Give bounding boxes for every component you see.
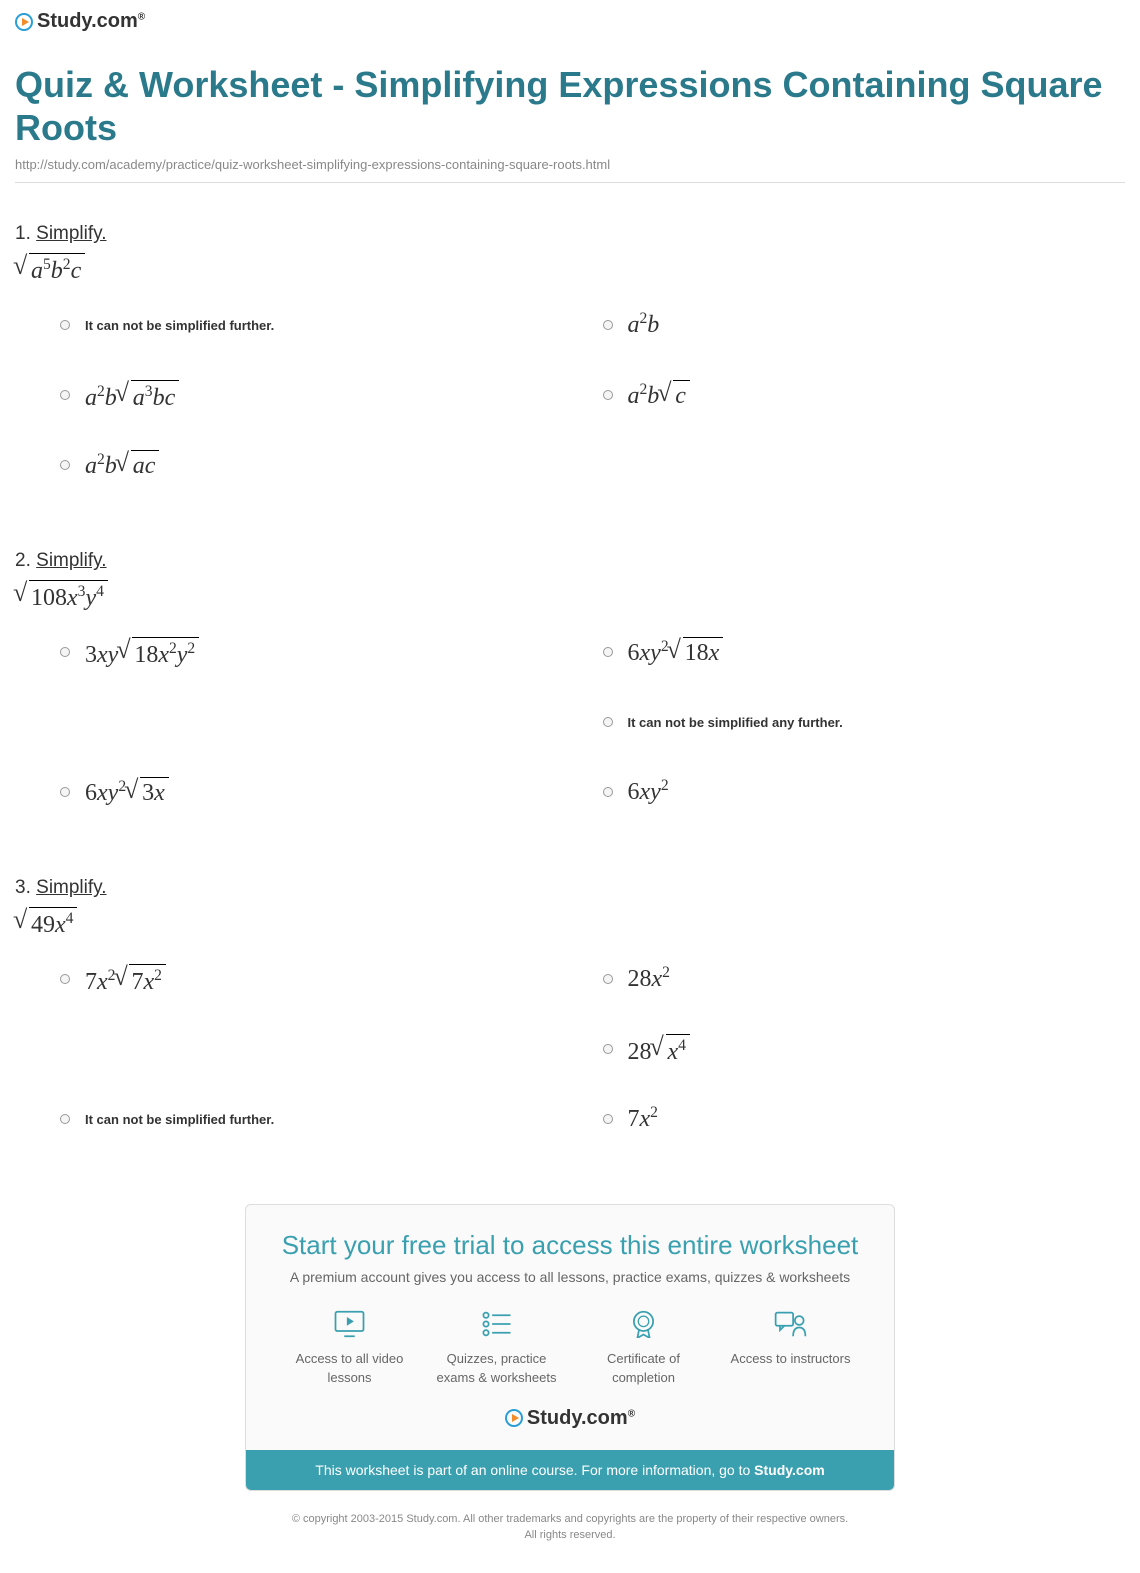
question-3: 3. Simplify. 49x4 7x27x2 28x2 28x4 It ca…: [15, 877, 1125, 1144]
cta-box: Start your free trial to access this ent…: [245, 1204, 895, 1490]
play-icon: [505, 1409, 523, 1427]
option-math: 28x2: [628, 964, 670, 993]
site-logo: Study.com®: [15, 10, 1125, 33]
radio-icon: [60, 390, 70, 400]
option[interactable]: 28x2: [603, 964, 1126, 1004]
answer-options: 7x27x2 28x2 28x4 It can not be simplifie…: [15, 964, 1125, 1144]
feature-certificate: Certificate of completion: [579, 1310, 709, 1386]
option[interactable]: 6xy2: [603, 777, 1126, 817]
feature-instructors: Access to instructors: [726, 1310, 856, 1386]
option[interactable]: 3xy18x2y2: [60, 637, 583, 677]
answer-options: 3xy18x2y2 6xy218x It can not be simplifi…: [15, 637, 1125, 817]
cta-bar[interactable]: This worksheet is part of an online cour…: [246, 1450, 894, 1490]
radio-icon: [603, 1114, 613, 1124]
question-prompt: 1. Simplify.: [15, 223, 1125, 245]
radio-icon: [603, 717, 613, 727]
cta-title: Start your free trial to access this ent…: [276, 1230, 864, 1261]
copyright: © copyright 2003-2015 Study.com. All oth…: [15, 1511, 1125, 1544]
radio-icon: [603, 1044, 613, 1054]
option[interactable]: a2bac: [60, 450, 583, 490]
question-prompt: 3. Simplify.: [15, 877, 1125, 899]
play-icon: [15, 13, 33, 31]
radio-icon: [603, 787, 613, 797]
radio-icon: [603, 320, 613, 330]
option-math: a2bc: [628, 380, 690, 410]
page-title: Quiz & Worksheet - Simplifying Expressio…: [15, 63, 1125, 149]
option-math: a2ba3bc: [85, 380, 179, 412]
radio-icon: [60, 460, 70, 470]
option[interactable]: 28x4: [603, 1034, 1126, 1074]
answer-options: It can not be simplified further. a2b a2…: [15, 310, 1125, 490]
radio-icon: [60, 320, 70, 330]
question-1: 1. Simplify. a5b2c It can not be simplif…: [15, 223, 1125, 490]
option-math: 28x4: [628, 1034, 690, 1066]
badge-icon: [626, 1310, 661, 1340]
features-row: Access to all video lessons Quizzes, pra…: [276, 1310, 864, 1386]
instructor-icon: [773, 1310, 808, 1340]
feature-text: Access to all video lessons: [285, 1350, 415, 1386]
divider: [15, 182, 1125, 183]
option-math: 7x2: [628, 1104, 658, 1133]
option-math: a2b: [628, 310, 660, 339]
option[interactable]: a2bc: [603, 380, 1126, 420]
option-text: It can not be simplified further.: [85, 1104, 274, 1127]
cta-subtitle: A premium account gives you access to al…: [276, 1269, 864, 1285]
question-expression: a5b2c: [15, 253, 85, 285]
option[interactable]: 7x27x2: [60, 964, 583, 1004]
option-math: 6xy2: [628, 777, 669, 806]
logo-text: Study.com®: [37, 10, 145, 33]
option[interactable]: It can not be simplified any further.: [603, 707, 1126, 747]
feature-text: Quizzes, practice exams & worksheets: [432, 1350, 562, 1386]
option[interactable]: a2b: [603, 310, 1126, 350]
option-math: 6xy218x: [628, 637, 724, 667]
option-math: 7x27x2: [85, 964, 166, 996]
logo-text: Study.com®: [527, 1407, 635, 1430]
radio-icon: [603, 974, 613, 984]
option-math: 6xy23x: [85, 777, 169, 807]
option-text: It can not be simplified any further.: [628, 707, 843, 730]
question-expression: 108x3y4: [15, 580, 108, 612]
cta-logo: Study.com®: [276, 1407, 864, 1430]
option-math: 3xy18x2y2: [85, 637, 199, 669]
video-icon: [332, 1310, 367, 1340]
question-2: 2. Simplify. 108x3y4 3xy18x2y2 6xy218x I…: [15, 550, 1125, 817]
option[interactable]: It can not be simplified further.: [60, 1104, 583, 1144]
radio-icon: [60, 787, 70, 797]
option-math: a2bac: [85, 450, 159, 480]
question-expression: 49x4: [15, 907, 77, 939]
option-text: It can not be simplified further.: [85, 310, 274, 333]
cta-bar-text: This worksheet is part of an online cour…: [315, 1462, 754, 1478]
page-url: http://study.com/academy/practice/quiz-w…: [15, 157, 1125, 172]
cta-bar-link: Study.com: [754, 1462, 825, 1478]
feature-text: Access to instructors: [726, 1350, 856, 1368]
radio-icon: [603, 390, 613, 400]
option[interactable]: 7x2: [603, 1104, 1126, 1144]
list-icon: [479, 1310, 514, 1340]
radio-icon: [603, 647, 613, 657]
radio-icon: [60, 647, 70, 657]
option[interactable]: It can not be simplified further.: [60, 310, 583, 350]
option[interactable]: 6xy218x: [603, 637, 1126, 677]
feature-text: Certificate of completion: [579, 1350, 709, 1386]
feature-quizzes: Quizzes, practice exams & worksheets: [432, 1310, 562, 1386]
radio-icon: [60, 1114, 70, 1124]
option[interactable]: 6xy23x: [60, 777, 583, 817]
radio-icon: [60, 974, 70, 984]
option[interactable]: a2ba3bc: [60, 380, 583, 420]
question-prompt: 2. Simplify.: [15, 550, 1125, 572]
feature-video: Access to all video lessons: [285, 1310, 415, 1386]
